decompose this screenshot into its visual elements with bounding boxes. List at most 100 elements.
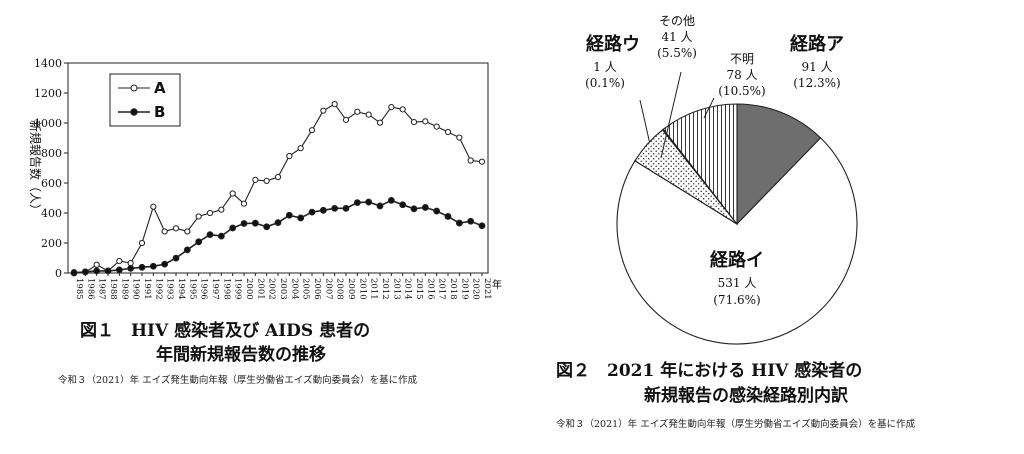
data-point-A-1992 <box>150 203 157 210</box>
x-tick-label: 2009 <box>346 278 356 300</box>
x-tick-label: 1988 <box>108 278 118 300</box>
slice-pct-sonota: (5.5%) <box>657 46 697 60</box>
data-point-A-1996 <box>195 213 202 220</box>
x-tick-label: 1991 <box>142 278 152 300</box>
data-point-A-2008 <box>331 101 338 108</box>
x-tick-label: 1992 <box>153 278 163 300</box>
data-point-B-1989 <box>115 266 123 274</box>
slice-label-keiro-u: 経路ウ <box>586 33 640 55</box>
x-tick-label: 2011 <box>369 278 379 300</box>
slice-label-keiro-a: 経路ア <box>790 33 844 55</box>
x-tick-label: 2008 <box>335 278 345 300</box>
x-tick-label: 2013 <box>391 278 401 300</box>
legend-marker-B <box>130 108 138 116</box>
legend-label-B: B <box>154 103 165 121</box>
data-point-A-2002 <box>263 177 270 184</box>
pie-chart: 経路ア 91 人 (12.3%) 経路イ 531 人 (71.6%) その他 4… <box>585 14 858 345</box>
data-point-A-2016 <box>422 118 429 125</box>
data-point-B-2013 <box>387 197 395 204</box>
data-point-A-2021 <box>478 158 486 165</box>
x-tick-label: 2015 <box>414 278 424 300</box>
x-tick-label: 1985 <box>74 278 84 300</box>
slice-count-keiro-i: 531 人 <box>718 276 757 290</box>
data-point-A-1993 <box>161 228 168 235</box>
x-tick-label: 2007 <box>323 278 333 300</box>
data-point-A-2001 <box>252 176 259 183</box>
data-point-A-2005 <box>297 145 304 152</box>
data-point-A-2012 <box>376 119 384 126</box>
x-axis: 1985 1986 1987 1988 1989 1990 1991 1992 1993 1994… <box>73 273 492 300</box>
figure1-caption-line1: 図１ HIV 感染者及び AIDS 患者の <box>80 321 371 341</box>
x-tick-label: 2002 <box>267 278 277 300</box>
x-axis-unit: 年 <box>492 278 502 291</box>
x-tick-label: 1987 <box>97 278 107 300</box>
data-point-A-2017 <box>433 123 440 130</box>
data-point-B-2021 <box>478 222 486 230</box>
slice-count-fumei: 78 人 <box>726 68 757 82</box>
pie-slice-keiro-i <box>616 137 858 345</box>
data-point-A-2014 <box>399 106 406 113</box>
data-point-A-1987 <box>93 261 100 268</box>
figure1-caption-line2: 年間新規報告数の推移 <box>156 345 326 365</box>
data-point-B-2003 <box>274 219 282 227</box>
series-line-B <box>73 199 483 274</box>
data-point-B-2006 <box>308 208 316 216</box>
data-point-B-2010 <box>353 199 361 207</box>
slice-count-keiro-u: 1 人 <box>593 60 616 74</box>
data-point-B-1995 <box>183 246 191 254</box>
data-point-B-1985 <box>70 269 78 277</box>
data-point-A-2018 <box>444 128 452 136</box>
slice-label-fumei: 不明 <box>730 52 754 66</box>
x-tick-label: 2021 <box>482 278 492 300</box>
pie-leader-lines <box>639 71 715 159</box>
data-point-B-2002 <box>263 223 271 231</box>
data-point-B-2017 <box>433 207 441 215</box>
legend-label-A: A <box>154 79 166 97</box>
data-point-B-1997 <box>206 231 214 239</box>
x-tick-label: 1986 <box>85 278 95 300</box>
figure1-source: 令和３（2021）年 エイズ発生動向年報（厚生労働省エイズ動向委員会）を基に作成 <box>58 375 418 386</box>
legend: AB <box>109 73 181 127</box>
data-point-A-1989 <box>116 257 123 265</box>
data-point-B-2012 <box>376 202 384 210</box>
data-point-B-2008 <box>331 204 339 212</box>
y-tick-label: 0 <box>55 267 62 280</box>
data-point-A-1995 <box>184 228 191 235</box>
data-point-B-2004 <box>285 211 293 219</box>
data-point-B-1996 <box>195 238 203 246</box>
data-point-B-2005 <box>297 214 305 222</box>
x-tick-label: 2020 <box>471 278 481 300</box>
data-point-A-2013 <box>388 104 395 111</box>
x-tick-label: 1993 <box>165 278 175 300</box>
slice-label-keiro-i: 経路イ <box>710 249 764 271</box>
y-axis: 0 200 400 600 800 1000 1200 1400 <box>34 57 68 280</box>
x-tick-label: 1998 <box>221 278 231 300</box>
x-tick-label: 2006 <box>312 278 322 300</box>
data-point-B-1994 <box>172 254 180 262</box>
x-tick-label: 2016 <box>425 278 435 300</box>
data-point-A-1997 <box>206 209 214 217</box>
x-tick-label: 1995 <box>187 278 197 300</box>
x-tick-label: 1997 <box>210 278 220 300</box>
x-tick-label: 2014 <box>403 278 413 300</box>
y-tick-label: 1200 <box>34 87 62 100</box>
x-tick-label: 1990 <box>131 278 141 300</box>
slice-pct-keiro-i: (71.6%) <box>713 293 760 307</box>
x-tick-label: 1999 <box>233 278 243 300</box>
x-tick-label: 2000 <box>244 278 254 300</box>
x-tick-label: 2012 <box>380 278 390 300</box>
leader-line-fumei <box>703 97 715 119</box>
series-lines <box>70 101 486 277</box>
data-point-A-2020 <box>467 157 474 164</box>
data-point-A-1990 <box>127 260 134 267</box>
x-tick-label: 2010 <box>357 278 367 300</box>
data-point-B-1991 <box>138 263 146 271</box>
data-point-B-1990 <box>127 264 135 272</box>
data-point-B-1986 <box>81 268 89 276</box>
data-point-A-2015 <box>410 119 418 126</box>
data-point-B-2016 <box>421 204 429 211</box>
data-point-A-1999 <box>229 190 236 197</box>
x-tick-label: 2003 <box>278 278 288 300</box>
x-tick-label: 1996 <box>199 278 209 300</box>
